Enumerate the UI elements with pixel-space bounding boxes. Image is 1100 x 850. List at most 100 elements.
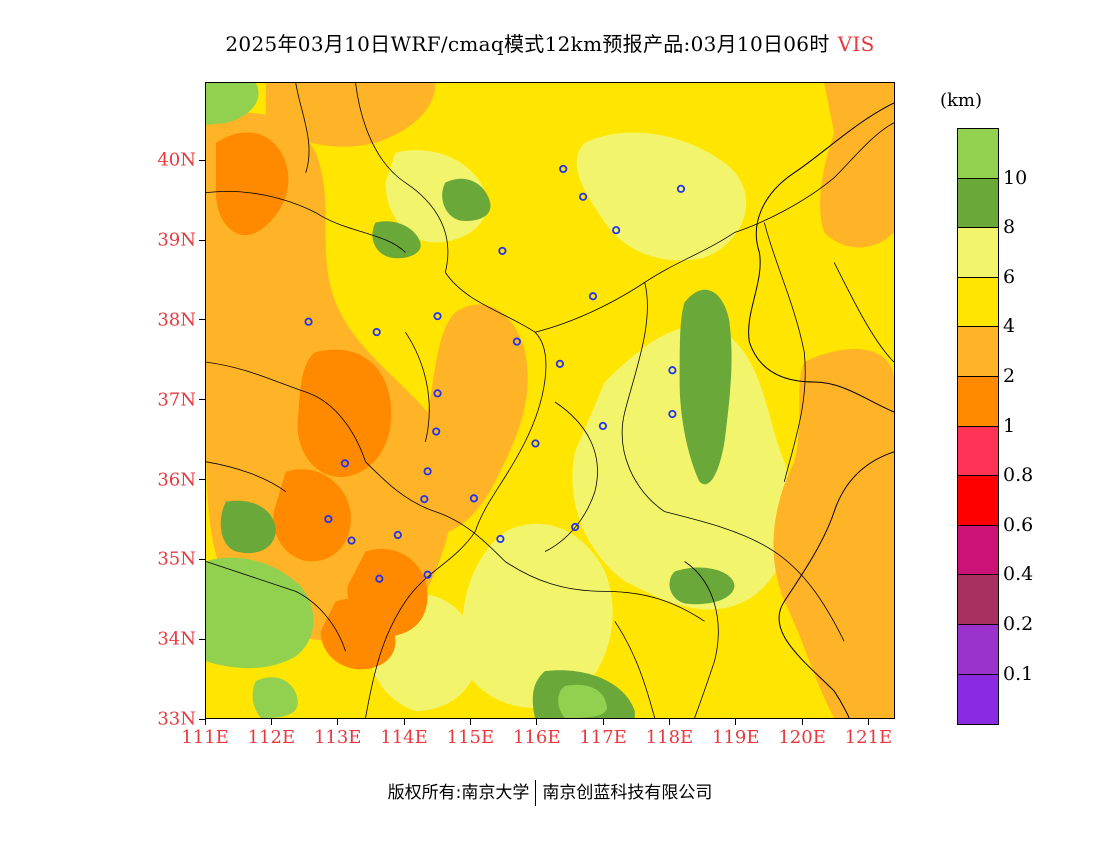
city-marker	[423, 467, 432, 476]
field-8-10-southeast	[669, 567, 735, 605]
copyright-separator	[535, 780, 537, 806]
lon-tick	[337, 719, 339, 725]
field-gt10-southwest	[206, 557, 314, 669]
lon-label: 118E	[645, 727, 694, 748]
colorbar-swatch	[958, 426, 998, 477]
field-1-2-west-center	[297, 349, 392, 477]
lat-tick	[199, 319, 205, 321]
visibility-map	[206, 83, 894, 718]
city-marker	[496, 534, 505, 544]
city-marker	[432, 427, 441, 436]
colorbar-label: 10	[1003, 166, 1028, 189]
city-marker	[433, 389, 442, 398]
title-variable: VIS	[837, 32, 875, 56]
colorbar-swatch	[958, 228, 998, 278]
lat-label: 35N	[157, 548, 196, 570]
copyright-left: 版权所有:南京大学	[387, 783, 530, 803]
lon-label: 121E	[844, 727, 893, 748]
city-marker	[512, 337, 522, 346]
city-marker	[578, 192, 588, 201]
field-2-4-north	[265, 83, 436, 147]
lat-label: 33N	[157, 708, 196, 730]
lon-tick	[735, 719, 737, 725]
colorbar-swatch	[958, 674, 998, 725]
city-marker	[324, 514, 333, 524]
city-markers	[304, 164, 686, 583]
field-2-4-northeast	[820, 83, 894, 248]
field-1-2-southeast	[320, 598, 396, 670]
lon-tick	[602, 719, 604, 725]
field-8-10-north-center	[372, 221, 421, 259]
colorbar-label: 0.2	[1003, 613, 1034, 635]
city-marker	[555, 359, 565, 368]
city-marker	[469, 494, 479, 503]
colorbar-label: 2	[1003, 365, 1016, 387]
field-8-10-east-ridge	[679, 289, 732, 485]
title-main: 2025年03月10日WRF/cmaq模式12km预报产品:03月10日06时	[225, 32, 830, 56]
lon-label: 119E	[712, 727, 760, 748]
colorbar-label: 8	[1003, 216, 1016, 239]
colorbar-swatch	[958, 575, 998, 625]
colorbar-swatch	[958, 129, 998, 179]
lat-label: 36N	[157, 469, 196, 491]
lat-tick	[199, 558, 205, 560]
city-marker	[433, 312, 442, 321]
lat-tick	[199, 718, 205, 720]
colorbar-label: 4	[1003, 315, 1016, 338]
lon-tick	[270, 719, 272, 725]
colorbar-swatch	[958, 327, 998, 377]
copyright-right: 南京创蓝科技有限公司	[542, 783, 713, 803]
lat-tick	[199, 479, 205, 481]
field-2-4-east	[773, 349, 894, 718]
colorbar-label: 6	[1003, 265, 1016, 288]
copyright: 版权所有:南京大学 南京创蓝科技有限公司	[0, 778, 1100, 806]
city-marker	[676, 184, 686, 193]
colorbar-swatch	[958, 376, 998, 427]
city-marker	[531, 439, 540, 448]
lon-tick	[204, 719, 206, 725]
colorbar	[957, 128, 999, 726]
city-marker	[571, 522, 580, 532]
colorbar-swatch	[958, 277, 998, 328]
lat-label: 39N	[157, 229, 196, 251]
colorbar-label: 0.8	[1003, 464, 1034, 487]
field-1-2-northwest	[215, 132, 289, 236]
city-marker	[420, 495, 429, 504]
city-marker	[340, 459, 350, 468]
colorbar-label: 1	[1003, 414, 1016, 437]
lon-label: 120E	[778, 727, 826, 748]
city-marker	[423, 570, 432, 579]
field-6-8-east	[572, 325, 793, 610]
lon-label: 116E	[512, 727, 561, 748]
lat-tick	[199, 638, 205, 640]
city-marker	[588, 292, 598, 301]
lon-tick	[536, 719, 538, 725]
lon-tick	[403, 719, 405, 725]
field-6-8-south	[461, 523, 613, 708]
chart-title: 2025年03月10日WRF/cmaq模式12km预报产品:03月10日06时 V…	[0, 28, 1100, 57]
lon-tick	[469, 719, 471, 725]
city-marker	[598, 421, 608, 431]
field-1-2-southwest	[273, 469, 351, 562]
lon-tick	[867, 719, 869, 725]
field-gt10-south-west	[252, 677, 298, 718]
lon-label: 117E	[579, 727, 627, 748]
lat-label: 40N	[157, 149, 196, 171]
lat-label: 38N	[157, 309, 196, 331]
lat-tick	[199, 399, 205, 401]
colorbar-label: 0.4	[1003, 563, 1034, 586]
city-marker	[393, 530, 402, 540]
colorbar-swatch	[958, 178, 998, 229]
city-marker	[612, 226, 621, 235]
field-2-4-center	[413, 304, 528, 535]
lat-label: 37N	[157, 389, 196, 411]
colorbar-label: 0.1	[1003, 662, 1034, 685]
city-marker	[347, 536, 356, 545]
field-gt10-northwest	[206, 83, 259, 125]
colorbar-unit: (km)	[940, 90, 983, 111]
city-marker	[668, 409, 677, 419]
lat-label: 34N	[157, 628, 196, 650]
colorbar-label: 0.6	[1003, 513, 1034, 536]
colorbar-swatch	[958, 624, 998, 675]
lon-label: 111E	[181, 727, 229, 748]
